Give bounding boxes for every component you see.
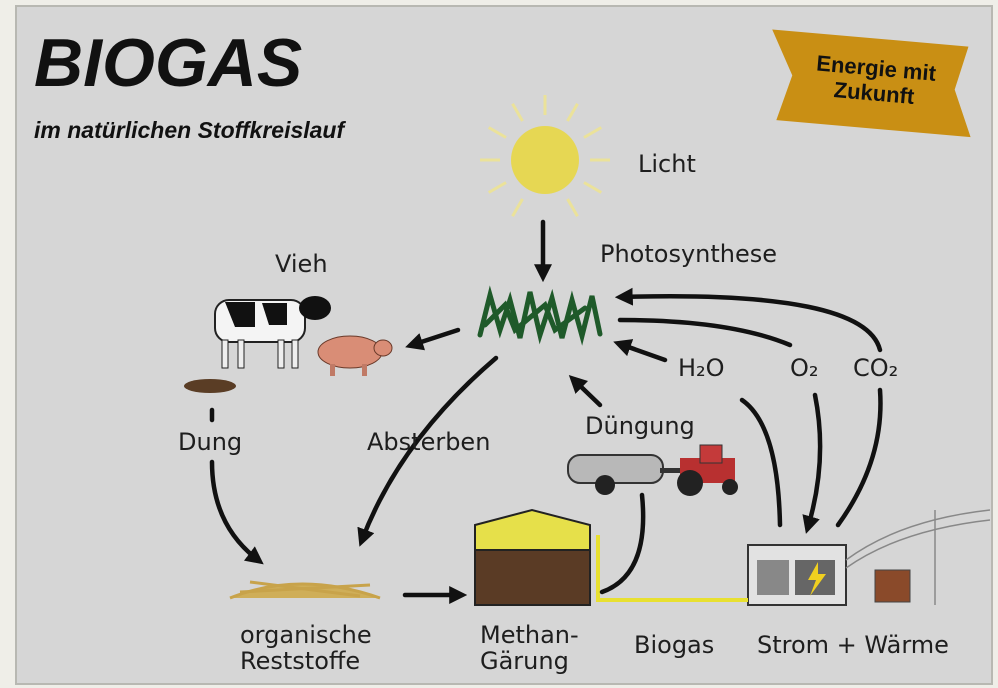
subtitle: im natürlichen Stoffkreislauf [34, 117, 346, 143]
label: Photosynthese [600, 240, 777, 268]
power-unit [748, 545, 846, 605]
badge: Energie mit Zukunft [764, 29, 978, 137]
label: Reststoffe [240, 647, 360, 675]
label: CO₂ [853, 354, 898, 382]
heater [875, 570, 910, 602]
label: O₂ [790, 354, 819, 382]
label: Düngung [585, 412, 695, 440]
label: Vieh [275, 250, 328, 278]
label: Biogas [634, 631, 714, 659]
title: BIOGAS [34, 25, 302, 101]
label: organische [240, 621, 372, 649]
label: Licht [638, 150, 696, 178]
digester [475, 510, 590, 605]
label: Methan- [480, 621, 579, 649]
label: H₂O [678, 354, 725, 382]
label: Strom + Wärme [757, 631, 949, 659]
label: Gärung [480, 647, 569, 675]
diagram: BIOGAS im natürlichen Stoffkreislauf Ene… [0, 0, 998, 688]
manure [184, 379, 236, 393]
label: Absterben [367, 428, 490, 456]
label: Dung [178, 428, 242, 456]
